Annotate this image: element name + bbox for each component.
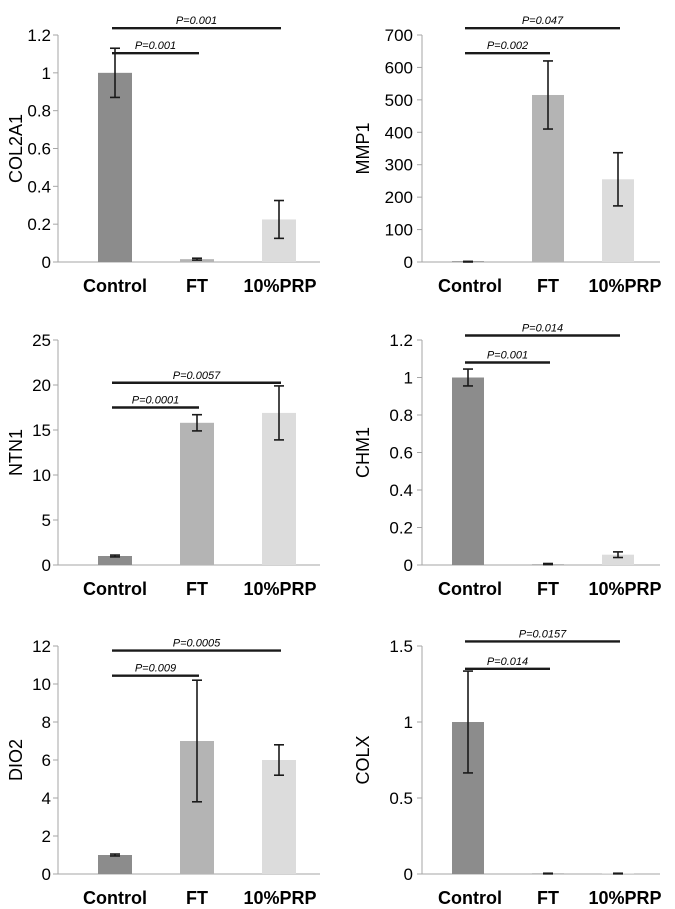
- category-label: FT: [186, 579, 208, 599]
- y-tick-label: 1: [42, 64, 51, 83]
- y-tick-label: 0: [42, 865, 51, 884]
- y-tick-label: 0: [404, 556, 413, 575]
- y-tick-label: 1.2: [389, 331, 413, 350]
- y-tick-label: 0: [404, 253, 413, 272]
- category-label: Control: [438, 579, 502, 599]
- p-value-label: P=0.002: [487, 40, 528, 52]
- y-tick-label: 8: [42, 713, 51, 732]
- y-axis-title: MMP1: [353, 122, 373, 174]
- y-axis-title: DIO2: [6, 739, 26, 781]
- category-label: FT: [537, 579, 559, 599]
- y-tick-label: 0.6: [27, 140, 51, 159]
- p-value-label: P=0.009: [135, 663, 176, 675]
- y-tick-label: 0: [42, 253, 51, 272]
- chart-panel-chm1: 0 0.2 0.4 0.6 0.8 1 1.2 CHM1 Control FT 10%PRP P=0.…: [353, 323, 662, 600]
- y-tick-label: 1: [404, 369, 413, 388]
- bar-ft: [180, 422, 214, 565]
- chart-panel-ntn1: 0 5 10 15 20 25 NTN1 Control FT 10%PRP P=0.0001 P=0…: [6, 331, 320, 599]
- y-tick-label: 600: [385, 58, 413, 77]
- y-tick-label: 700: [385, 26, 413, 45]
- category-label: Control: [83, 579, 147, 599]
- p-value-label: P=0.0057: [173, 370, 221, 382]
- chart-panel-colx: 0 0.5 1 1.5 COLX Control FT 10%PRP P=0.014 P=0.01…: [353, 628, 662, 908]
- bar-10pctprp: [602, 554, 634, 565]
- y-axis-title: COL2A1: [6, 114, 26, 183]
- category-label: 10%PRP: [243, 888, 316, 908]
- p-value-label: P=0.047: [522, 15, 564, 27]
- y-axis-title: COLX: [353, 735, 373, 784]
- y-tick-label: 1.5: [389, 637, 413, 656]
- category-label: FT: [186, 888, 208, 908]
- category-label: 10%PRP: [588, 276, 661, 296]
- y-tick-label: 12: [32, 637, 51, 656]
- category-label: FT: [186, 276, 208, 296]
- chart-panel-mmp1: 0 100 200 300 400 500 600 700 MMP1 Control FT 10%PR…: [353, 15, 662, 296]
- bar-10pctprp: [262, 760, 296, 874]
- bar-control: [452, 377, 484, 565]
- y-tick-label: 6: [42, 751, 51, 770]
- y-tick-label: 4: [42, 789, 51, 808]
- y-tick-label: 20: [32, 376, 51, 395]
- bar-control: [98, 72, 132, 262]
- category-label: Control: [438, 276, 502, 296]
- y-tick-label: 200: [385, 188, 413, 207]
- y-axis-title: CHM1: [353, 427, 373, 478]
- y-tick-label: 2: [42, 827, 51, 846]
- p-value-label: P=0.001: [176, 15, 217, 27]
- category-label: FT: [537, 276, 559, 296]
- y-tick-label: 0: [404, 865, 413, 884]
- chart-panel-col2a1: 0 0.2 0.4 0.6 0.8 1 1.2 COL2A1 Control FT 10%PRP P=…: [6, 15, 320, 296]
- category-label: 10%PRP: [243, 579, 316, 599]
- category-label: FT: [537, 888, 559, 908]
- y-tick-label: 100: [385, 221, 413, 240]
- y-tick-label: 1.2: [27, 26, 51, 45]
- category-label: 10%PRP: [588, 579, 661, 599]
- category-label: Control: [83, 276, 147, 296]
- y-tick-label: 0.8: [389, 406, 413, 425]
- p-value-label: P=0.001: [487, 350, 528, 362]
- category-label: 10%PRP: [588, 888, 661, 908]
- y-tick-label: 0.2: [27, 215, 51, 234]
- y-tick-label: 10: [32, 675, 51, 694]
- category-label: Control: [438, 888, 502, 908]
- y-tick-label: 0.8: [27, 102, 51, 121]
- category-label: 10%PRP: [243, 276, 316, 296]
- p-value-label: P=0.014: [487, 656, 528, 668]
- y-tick-label: 0: [42, 556, 51, 575]
- y-tick-label: 25: [32, 331, 51, 350]
- y-tick-label: 500: [385, 91, 413, 110]
- y-tick-label: 400: [385, 123, 413, 142]
- p-value-label: P=0.0005: [173, 638, 221, 650]
- p-value-label: P=0.0001: [132, 395, 179, 407]
- y-tick-label: 0.5: [389, 789, 413, 808]
- y-tick-label: 15: [32, 421, 51, 440]
- y-tick-label: 5: [42, 511, 51, 530]
- y-tick-label: 10: [32, 466, 51, 485]
- y-tick-label: 0.4: [27, 177, 51, 196]
- p-value-label: P=0.014: [522, 323, 563, 335]
- chart-panel-dio2: 0 2 4 6 8 10 12 DIO2 Control FT 10%PRP P=0.009 P=0.0…: [6, 637, 320, 908]
- bar-control: [98, 556, 132, 565]
- y-tick-label: 300: [385, 156, 413, 175]
- category-label: Control: [83, 888, 147, 908]
- y-tick-label: 0.6: [389, 444, 413, 463]
- y-tick-label: 1: [404, 713, 413, 732]
- bar-control: [98, 855, 132, 874]
- y-tick-label: 0.2: [389, 519, 413, 538]
- y-tick-label: 0.4: [389, 481, 413, 500]
- p-value-label: P=0.0157: [519, 628, 567, 640]
- p-value-label: P=0.001: [135, 40, 176, 52]
- y-axis-title: NTN1: [6, 429, 26, 476]
